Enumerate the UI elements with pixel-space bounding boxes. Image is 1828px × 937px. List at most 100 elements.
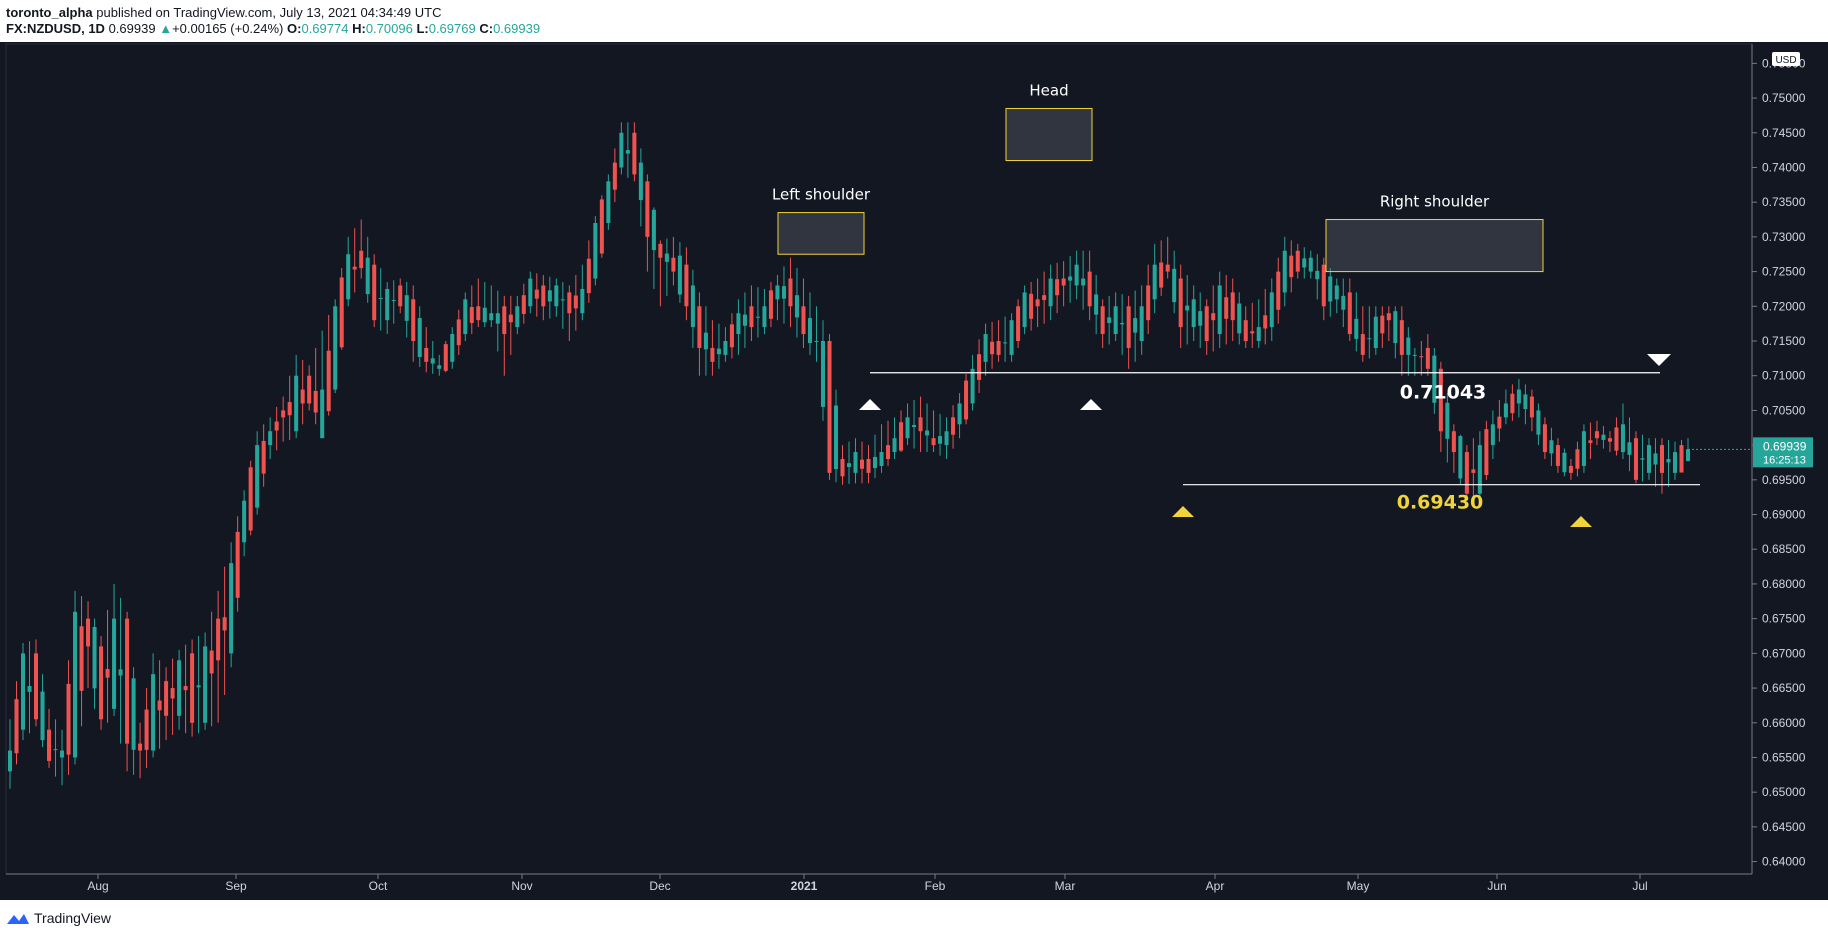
candle-body [313, 390, 318, 413]
candle-body [79, 626, 84, 691]
candle-body [261, 440, 266, 474]
candle-body [1185, 305, 1190, 311]
candle-body [138, 743, 143, 751]
candle-body [1588, 440, 1593, 444]
candle-body [1061, 278, 1066, 286]
candle-body [742, 314, 747, 326]
candle-body [476, 306, 481, 321]
candle-body [1451, 431, 1456, 453]
candle-body [1230, 292, 1235, 321]
candle-body [320, 389, 325, 439]
candle-body [281, 410, 286, 418]
candle-body [716, 348, 721, 355]
candle-body [1653, 453, 1658, 465]
candle-body [1139, 306, 1144, 341]
candle-body [47, 729, 52, 761]
candle-body [326, 350, 331, 412]
candle-body [1575, 449, 1580, 469]
price-tick-label: 0.67000 [1762, 646, 1806, 660]
candle-body [443, 344, 448, 371]
annotation-box [1005, 107, 1093, 162]
candlestick-chart[interactable]: 0.71043 0.69430 Left shoulder Head Right sh… [0, 42, 1828, 900]
tradingview-logo-icon[interactable] [6, 910, 30, 926]
candle-body [853, 452, 858, 473]
candle-body [1607, 438, 1612, 442]
candle-body [586, 258, 591, 294]
candle-body [346, 254, 351, 300]
candle-body [1685, 449, 1691, 462]
annotation-label: Left shoulder [772, 186, 871, 204]
candle-body [1146, 285, 1151, 321]
candle-body [1393, 311, 1398, 344]
candle-body [983, 334, 988, 362]
candle-body [27, 685, 32, 692]
candle-body [1113, 306, 1118, 335]
candle-body [1003, 342, 1008, 344]
candle-body [1328, 276, 1333, 302]
time-tick-label: Nov [511, 879, 532, 893]
candle-body [1035, 299, 1040, 307]
up-triangle-marker-icon [1172, 506, 1194, 517]
candle-body [1250, 331, 1255, 334]
candle-body [970, 368, 975, 404]
candle-body [1224, 297, 1229, 319]
candle-body [1380, 315, 1385, 334]
author-name[interactable]: toronto_alpha [6, 5, 93, 20]
down-triangle-marker-icon [1647, 354, 1671, 366]
price-tick-label: 0.74000 [1762, 160, 1806, 174]
candle-body [1341, 295, 1346, 310]
candle-body [1042, 295, 1047, 301]
candle-body [86, 618, 91, 647]
candle-body [1627, 442, 1632, 455]
time-axis[interactable]: Aug Sep Oct Nov Dec 2021 Feb Mar Apr May Jun Jul [87, 874, 1648, 893]
candle-body [1263, 315, 1268, 329]
candle-body [1107, 317, 1112, 323]
annotations: Left shoulder Head Right shoulder [772, 81, 1544, 273]
footer-brand[interactable]: TradingView [34, 910, 112, 926]
candle-body [762, 306, 767, 328]
candle-body [1477, 445, 1482, 494]
candle-body [899, 422, 904, 451]
candle-body [671, 257, 676, 272]
candle-body [489, 313, 494, 321]
annotation-label: Right shoulder [1380, 193, 1490, 211]
time-tick-label: Dec [649, 879, 670, 893]
candle-body [820, 341, 826, 407]
candle-body [209, 650, 214, 674]
candle-body [859, 459, 865, 469]
candles [7, 122, 1691, 789]
candle-body [242, 500, 247, 543]
candle-body [1276, 271, 1281, 310]
candle-body [925, 430, 930, 436]
candle-body [112, 618, 117, 709]
up-triangle-marker-icon [859, 399, 881, 410]
candle-body [300, 389, 305, 404]
candle-body [736, 313, 741, 335]
candle-body [125, 618, 130, 744]
candle-body [1484, 429, 1489, 475]
price-tick-label: 0.75000 [1762, 91, 1806, 105]
candle-body [1211, 313, 1216, 321]
candle-body [638, 162, 643, 201]
last-price: 0.69939 [108, 21, 156, 36]
symbol-name[interactable]: FX:NZDUSD, 1D [6, 21, 105, 36]
candle-body [1620, 424, 1625, 453]
candle-body [1510, 393, 1515, 414]
candle-body [619, 132, 624, 168]
time-tick-label: Apr [1206, 879, 1225, 893]
candle-body [1594, 431, 1599, 439]
candle-body [1237, 303, 1242, 334]
publish-text: published on TradingView.com, July 13, 2… [92, 5, 442, 20]
candle-body [781, 286, 786, 299]
bar-countdown: 16:25:13 [1763, 454, 1806, 466]
candle-body [866, 459, 871, 473]
candle-body [801, 306, 806, 335]
time-tick-label: Mar [1055, 879, 1076, 893]
candle-body [684, 264, 689, 307]
candle-body [905, 417, 910, 439]
price-axis[interactable]: 0.755000.750000.745000.740000.735000.730… [1752, 56, 1806, 869]
candle-body [612, 162, 617, 190]
candle-body [1672, 452, 1678, 473]
candle-body [391, 300, 396, 302]
